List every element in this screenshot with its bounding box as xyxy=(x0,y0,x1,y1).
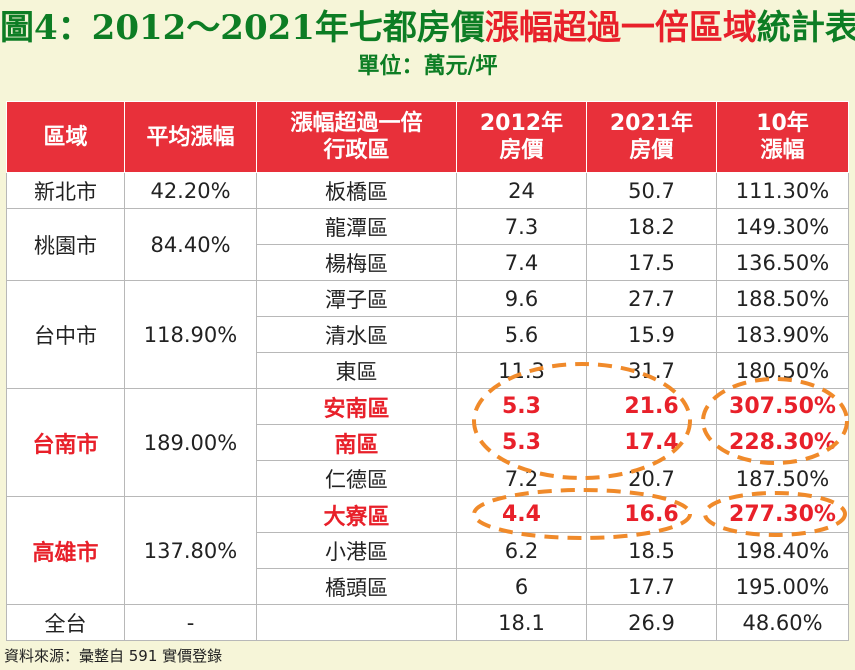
total-p2021: 26.9 xyxy=(586,604,717,641)
column-header-line: 漲幅超過一倍 xyxy=(290,111,423,136)
total-p2012: 18.1 xyxy=(456,604,587,641)
price-2021: 16.6 xyxy=(586,496,717,533)
price-2021: 18.5 xyxy=(586,532,717,569)
source-note: 資料來源：彙整自 591 實價登錄 xyxy=(4,647,223,665)
table-row: 台中市 118.90% 潭子區 9.6 27.7 188.50% xyxy=(6,280,849,389)
total-rise: 48.60% xyxy=(716,604,849,641)
district-name: 楊梅區 xyxy=(256,244,457,281)
title-part-2: 漲幅超過一倍區域 xyxy=(484,8,757,48)
price-2012: 11.3 xyxy=(456,352,587,389)
ten-year-rise: 183.90% xyxy=(716,316,849,353)
city-avg-rise: 137.80% xyxy=(124,496,257,605)
price-2012: 24 xyxy=(456,172,587,209)
column-header-line: 2012年 xyxy=(479,111,564,136)
district-name: 仁德區 xyxy=(256,460,457,497)
price-table: 區域 平均漲幅 漲幅超過一倍 行政區 2012年 房價 2021年 房價 10年 漲幅 新北市 42… xyxy=(6,101,849,641)
ten-year-rise: 188.50% xyxy=(716,280,849,317)
price-2012: 5.3 xyxy=(456,388,587,425)
price-2012: 5.6 xyxy=(456,316,587,353)
column-header-line: 平均漲幅 xyxy=(146,124,235,150)
district-name: 安南區 xyxy=(256,388,457,425)
district-name: 東區 xyxy=(256,352,457,389)
ten-year-rise: 198.40% xyxy=(716,532,849,569)
city-name: 高雄市 xyxy=(6,496,125,605)
title-part-3: 統計表 xyxy=(756,8,855,48)
district-name: 清水區 xyxy=(256,316,457,353)
column-header-line: 行政區 xyxy=(323,138,390,163)
district-name: 小港區 xyxy=(256,532,457,569)
city-name: 台中市 xyxy=(6,280,125,389)
city-name: 桃園市 xyxy=(6,208,125,281)
district-name: 橋頭區 xyxy=(256,568,457,605)
city-avg-rise: 84.40% xyxy=(124,208,257,281)
total-name: 全台 xyxy=(6,604,125,641)
city-name: 新北市 xyxy=(6,172,125,209)
district-name: 大寮區 xyxy=(256,496,457,533)
ten-year-rise: 136.50% xyxy=(716,244,849,281)
price-2021: 20.7 xyxy=(586,460,717,497)
column-header: 10年 漲幅 xyxy=(716,101,849,173)
district-name: 龍潭區 xyxy=(256,208,457,245)
column-header-line: 區域 xyxy=(43,124,88,150)
ten-year-rise: 187.50% xyxy=(716,460,849,497)
column-header: 2021年 房價 xyxy=(586,101,717,173)
price-2021: 27.7 xyxy=(586,280,717,317)
city-avg-rise: 42.20% xyxy=(124,172,257,209)
price-2021: 15.9 xyxy=(586,316,717,353)
column-header-line: 房價 xyxy=(629,138,674,163)
price-2012: 6.2 xyxy=(456,532,587,569)
ten-year-rise: 307.50% xyxy=(716,388,849,425)
price-2012: 4.4 xyxy=(456,496,587,533)
column-header-line: 房價 xyxy=(499,138,544,163)
ten-year-rise: 228.30% xyxy=(716,424,849,461)
title-part-1: 圖4：2012～2021年七都房價 xyxy=(0,8,485,48)
district-name: 板橋區 xyxy=(256,172,457,209)
price-2021: 31.7 xyxy=(586,352,717,389)
price-2021: 18.2 xyxy=(586,208,717,245)
title-block: 圖4：2012～2021年七都房價漲幅超過一倍區域統計表 單位：萬元/坪 xyxy=(0,6,855,80)
table-row: 台南市 189.00% 安南區 5.3 21.6 307.50% xyxy=(6,388,849,497)
table-row: 新北市 42.20% 板橋區 24 50.7 111.30% xyxy=(6,172,849,209)
district-name: 潭子區 xyxy=(256,280,457,317)
column-header-line: 10年 xyxy=(756,111,809,136)
price-2021: 21.6 xyxy=(586,388,717,425)
unit-label: 單位：萬元/坪 xyxy=(357,53,498,79)
price-2012: 9.6 xyxy=(456,280,587,317)
ten-year-rise: 277.30% xyxy=(716,496,849,533)
header-row: 區域 平均漲幅 漲幅超過一倍 行政區 2012年 房價 2021年 房價 10年 漲幅 xyxy=(6,101,849,173)
total-row: 全台 - 18.1 26.9 48.60% xyxy=(6,604,849,641)
ten-year-rise: 149.30% xyxy=(716,208,849,245)
price-2021: 17.4 xyxy=(586,424,717,461)
page-title: 圖4：2012～2021年七都房價漲幅超過一倍區域統計表 xyxy=(0,6,855,50)
city-avg-rise: 118.90% xyxy=(124,280,257,389)
city-avg-rise: 189.00% xyxy=(124,388,257,497)
total-avg: - xyxy=(124,604,257,641)
price-2021: 50.7 xyxy=(586,172,717,209)
table-row: 高雄市 137.80% 大寮區 4.4 16.6 277.30% xyxy=(6,496,849,605)
column-header: 漲幅超過一倍 行政區 xyxy=(256,101,457,173)
price-2021: 17.5 xyxy=(586,244,717,281)
column-header-line: 漲幅 xyxy=(760,138,805,163)
price-2012: 7.3 xyxy=(456,208,587,245)
ten-year-rise: 180.50% xyxy=(716,352,849,389)
column-header: 2012年 房價 xyxy=(456,101,587,173)
column-header: 區域 xyxy=(6,101,125,173)
city-name: 台南市 xyxy=(6,388,125,497)
district-name: 南區 xyxy=(256,424,457,461)
column-header-line: 2021年 xyxy=(609,111,694,136)
table-body: 新北市 42.20% 板橋區 24 50.7 111.30% 桃園市 84.40% 龍潭區 7.3… xyxy=(6,172,849,641)
price-2012: 7.4 xyxy=(456,244,587,281)
price-2012: 7.2 xyxy=(456,460,587,497)
price-2021: 17.7 xyxy=(586,568,717,605)
ten-year-rise: 111.30% xyxy=(716,172,849,209)
column-header: 平均漲幅 xyxy=(124,101,257,173)
total-district xyxy=(256,604,457,641)
price-2012: 5.3 xyxy=(456,424,587,461)
ten-year-rise: 195.00% xyxy=(716,568,849,605)
table-row: 桃園市 84.40% 龍潭區 7.3 18.2 149.30% xyxy=(6,208,849,281)
price-2012: 6 xyxy=(456,568,587,605)
